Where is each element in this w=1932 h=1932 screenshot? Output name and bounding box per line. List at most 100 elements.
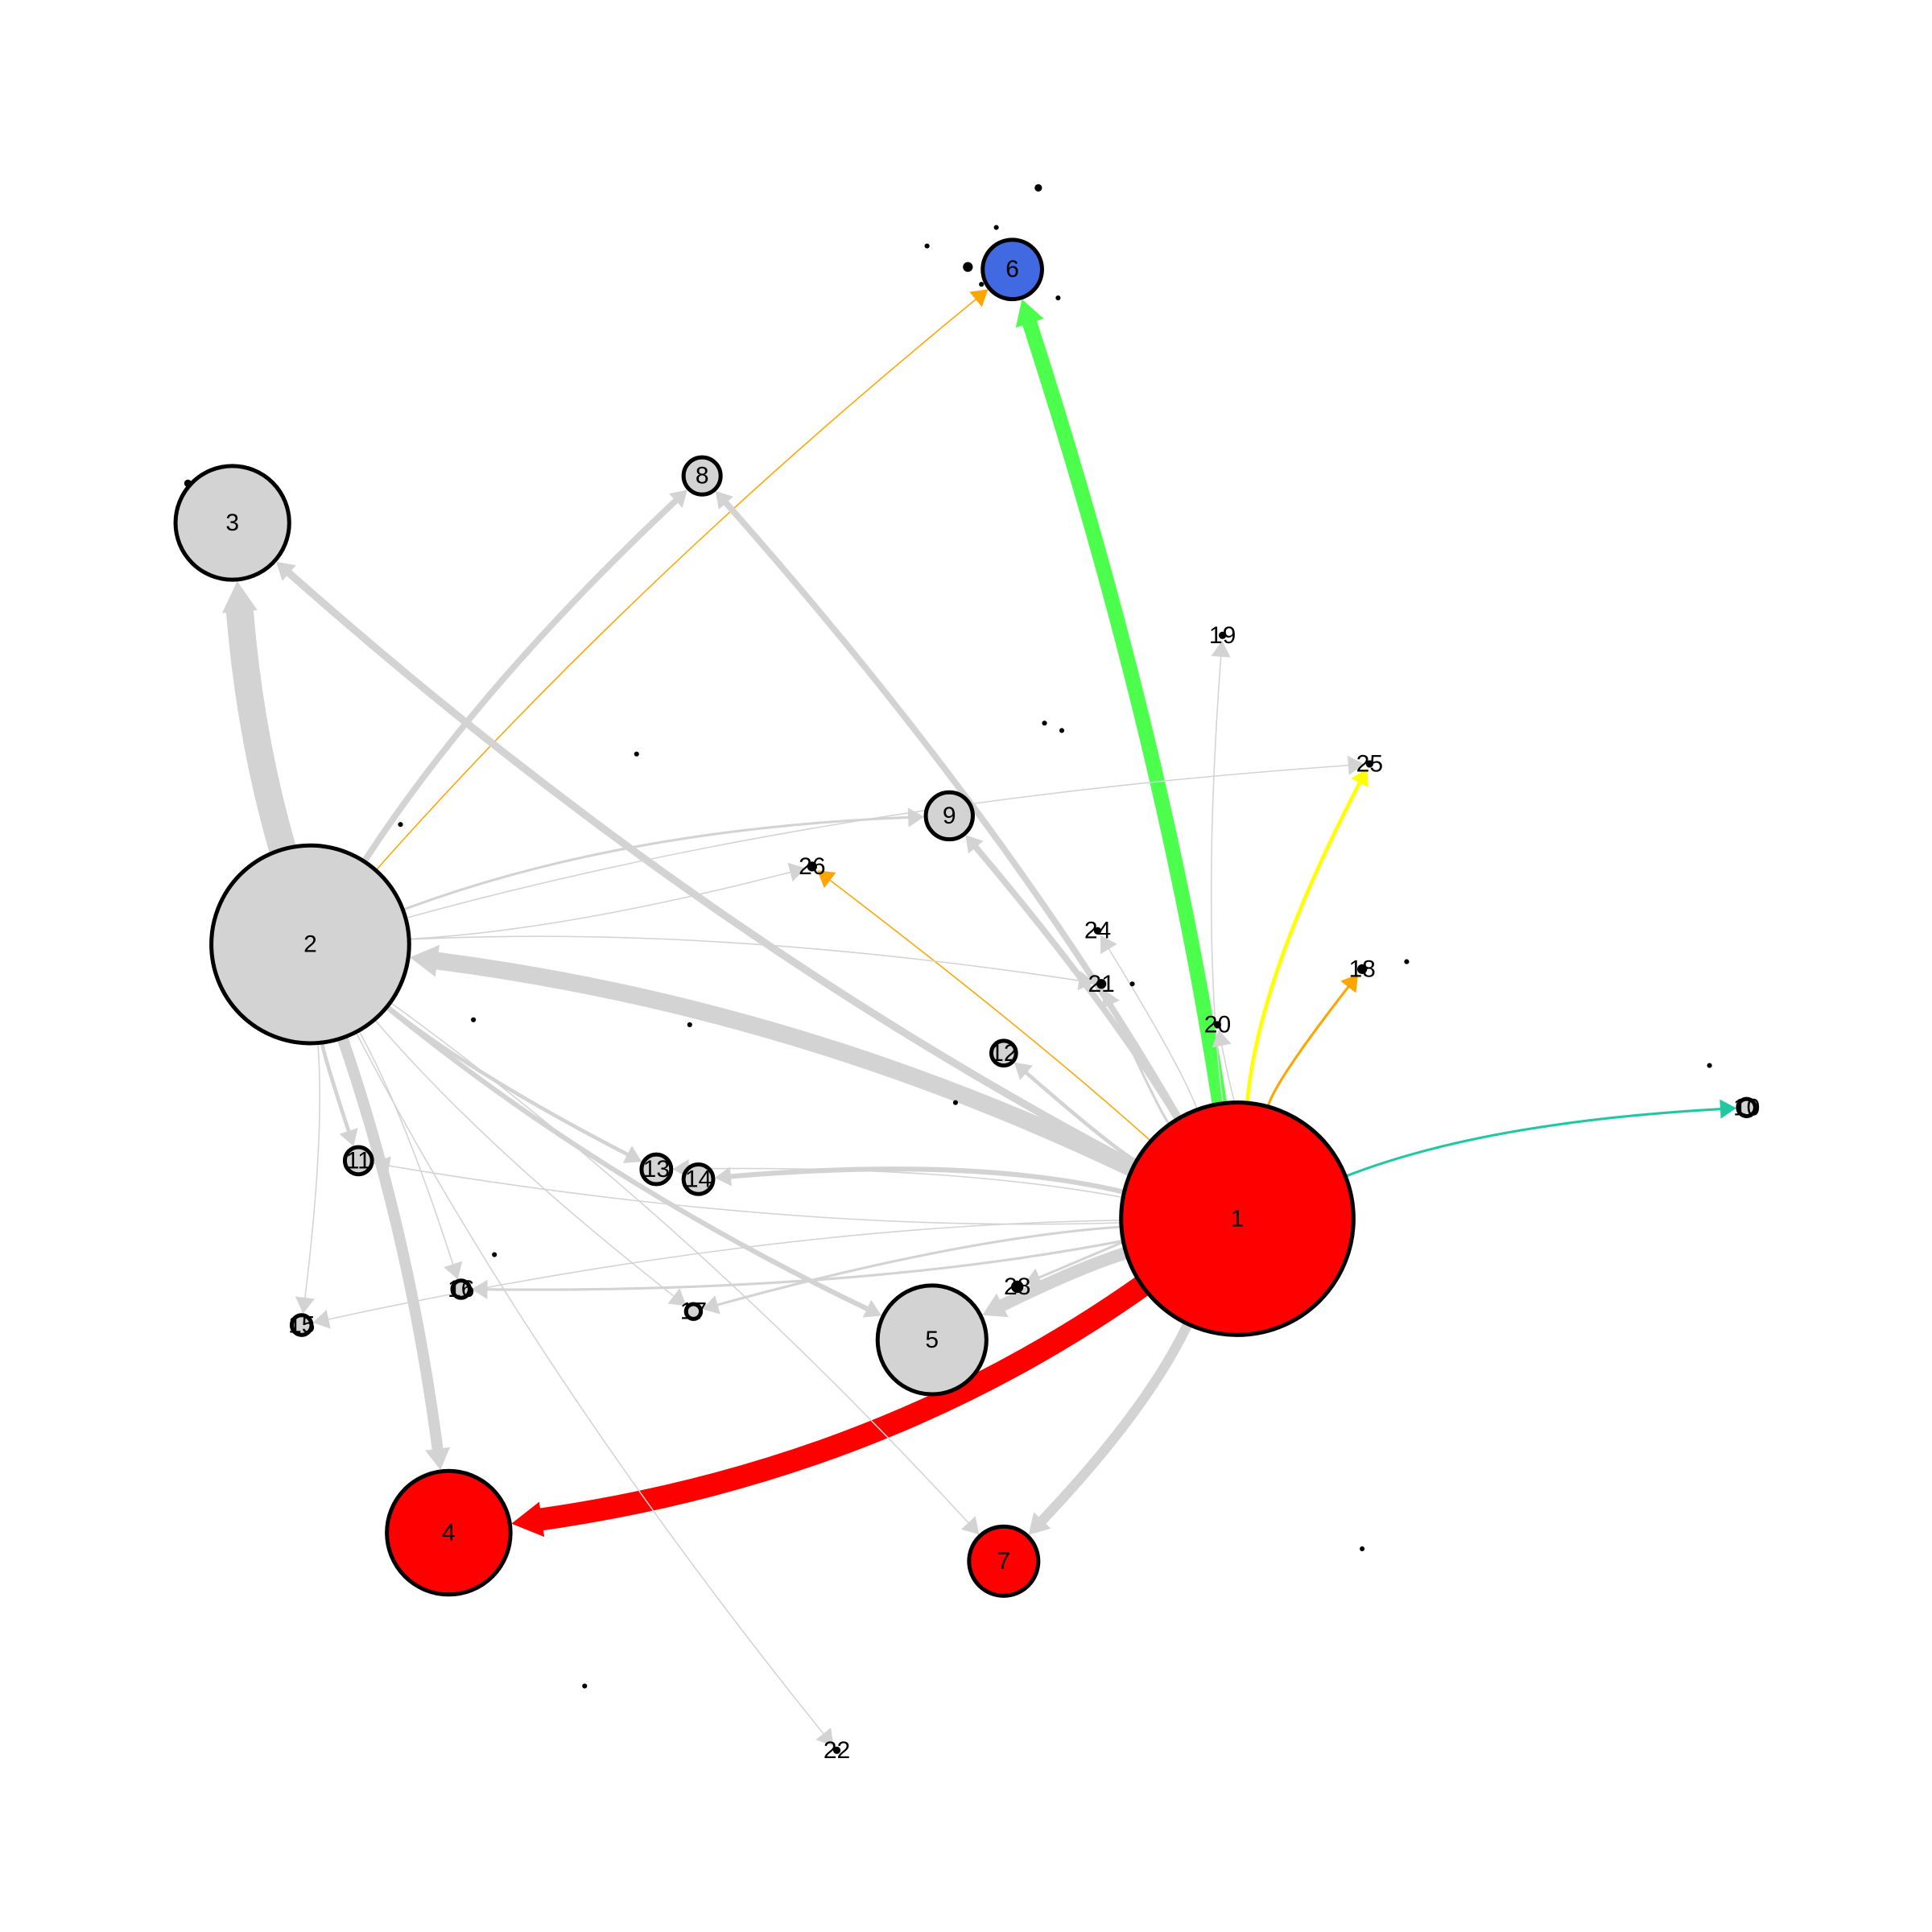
edge-line bbox=[320, 1040, 351, 1133]
edge-1-5 bbox=[982, 1246, 1133, 1318]
node-circle bbox=[989, 1038, 1018, 1068]
edge-line bbox=[336, 1032, 444, 1455]
edge-line bbox=[485, 1239, 1125, 1291]
edge-arrowhead bbox=[965, 835, 984, 854]
node-label: 26 bbox=[799, 853, 825, 880]
stray-dot bbox=[634, 751, 639, 757]
node-13[interactable]: 13 bbox=[639, 1152, 674, 1187]
edge-line bbox=[384, 1004, 870, 1311]
node-label: 11 bbox=[346, 1147, 371, 1174]
edge-2-5 bbox=[384, 1004, 882, 1318]
node-11[interactable]: 11 bbox=[342, 1145, 374, 1177]
edge-arrowhead bbox=[221, 580, 258, 613]
node-circle bbox=[683, 1302, 704, 1321]
node-18[interactable]: 18 bbox=[1348, 956, 1375, 982]
node-21[interactable]: 21 bbox=[1088, 971, 1114, 997]
node-8[interactable]: 8 bbox=[681, 455, 723, 497]
node-dot bbox=[1096, 979, 1107, 989]
edge-2-21 bbox=[408, 935, 1096, 991]
edge-1-12 bbox=[1013, 1062, 1138, 1163]
node-label: 24 bbox=[1084, 918, 1111, 944]
node-5[interactable]: 5 bbox=[875, 1283, 989, 1397]
node-25[interactable]: 25 bbox=[1356, 750, 1383, 777]
edge-arrowhead bbox=[1101, 989, 1120, 1009]
node-19[interactable]: 19 bbox=[1209, 622, 1236, 649]
node-4[interactable]: 4 bbox=[385, 1468, 513, 1597]
stray-dot bbox=[979, 282, 985, 287]
node-label: 28 bbox=[1004, 1274, 1030, 1300]
node-label: 19 bbox=[1209, 622, 1236, 649]
edge-1-25 bbox=[1245, 768, 1368, 1105]
node-6[interactable]: 6 bbox=[980, 237, 1044, 302]
edge-line bbox=[385, 1004, 630, 1157]
edge-2-8 bbox=[361, 489, 687, 865]
edge-arrowhead bbox=[960, 1516, 980, 1535]
node-7[interactable]: 7 bbox=[967, 1524, 1041, 1598]
stray-dots-layer bbox=[184, 184, 1712, 1689]
node-20[interactable]: 20 bbox=[1204, 1011, 1231, 1038]
node-16[interactable]: 16 bbox=[448, 1276, 474, 1302]
node-label: 21 bbox=[1088, 971, 1114, 997]
edge-line bbox=[355, 1031, 824, 1735]
edge-2-13 bbox=[385, 1004, 642, 1163]
edge-arrowhead bbox=[1015, 299, 1044, 328]
stray-dot bbox=[952, 1100, 959, 1105]
node-26[interactable]: 26 bbox=[799, 853, 825, 880]
stray-dot bbox=[1034, 184, 1042, 192]
node-17[interactable]: 17 bbox=[680, 1298, 707, 1325]
edge-1-18 bbox=[1266, 974, 1359, 1108]
node-3[interactable]: 3 bbox=[173, 464, 291, 582]
node-circle bbox=[385, 1468, 513, 1597]
node-dot bbox=[1213, 1021, 1222, 1029]
stray-dot bbox=[471, 1017, 477, 1022]
edge-line bbox=[1210, 656, 1224, 1104]
edge-1-24 bbox=[1100, 935, 1199, 1111]
node-1[interactable]: 1 bbox=[1119, 1100, 1356, 1337]
edge-1-7 bbox=[1028, 1319, 1193, 1535]
stray-dot bbox=[582, 1683, 588, 1689]
node-label: 2 bbox=[303, 931, 317, 958]
edge-arrowhead bbox=[1719, 1099, 1736, 1119]
node-10[interactable]: 10 bbox=[1733, 1094, 1760, 1121]
stray-dot bbox=[1042, 720, 1047, 726]
node-circle bbox=[923, 790, 975, 842]
stray-dot bbox=[1707, 1063, 1712, 1068]
node-label: 18 bbox=[1348, 956, 1375, 982]
node-14[interactable]: 14 bbox=[681, 1162, 716, 1196]
node-dot bbox=[1011, 1280, 1024, 1294]
node-circle bbox=[967, 1524, 1041, 1598]
edge-arrowhead bbox=[1347, 755, 1364, 775]
node-15[interactable]: 15 bbox=[288, 1312, 315, 1339]
edge-arrowhead bbox=[1211, 640, 1231, 658]
edge-arrowhead bbox=[1077, 971, 1096, 991]
edge-line bbox=[390, 1001, 969, 1524]
node-22[interactable]: 22 bbox=[824, 1737, 850, 1764]
node-label: 13 bbox=[643, 1156, 670, 1183]
node-label: 6 bbox=[1005, 256, 1019, 283]
edge-arrowhead bbox=[1340, 974, 1359, 993]
edge-line bbox=[1266, 985, 1350, 1108]
edge-1-11 bbox=[373, 1156, 1122, 1225]
edge-arrowhead bbox=[817, 870, 836, 889]
node-circle bbox=[875, 1283, 989, 1397]
edge-arrowhead bbox=[1100, 935, 1117, 955]
edge-arrowhead bbox=[982, 1293, 1009, 1318]
edge-2-6 bbox=[375, 289, 989, 871]
edge-1-19 bbox=[1210, 640, 1231, 1104]
node-9[interactable]: 9 bbox=[923, 790, 975, 842]
edge-line bbox=[996, 1246, 1133, 1312]
edge-arrowhead bbox=[339, 1128, 358, 1146]
node-2[interactable]: 2 bbox=[209, 843, 411, 1046]
edge-1-21 bbox=[1101, 989, 1171, 1126]
node-24[interactable]: 24 bbox=[1084, 918, 1111, 944]
node-label: 12 bbox=[990, 1040, 1017, 1067]
edge-line bbox=[829, 879, 1152, 1142]
node-label: 7 bbox=[997, 1548, 1010, 1575]
node-circle bbox=[173, 464, 291, 582]
node-circle bbox=[980, 237, 1044, 302]
node-12[interactable]: 12 bbox=[989, 1038, 1018, 1068]
node-dot bbox=[807, 861, 817, 872]
edge-arrowhead bbox=[276, 561, 296, 581]
node-28[interactable]: 28 bbox=[1004, 1274, 1030, 1300]
edge-arrowhead bbox=[714, 1166, 732, 1187]
